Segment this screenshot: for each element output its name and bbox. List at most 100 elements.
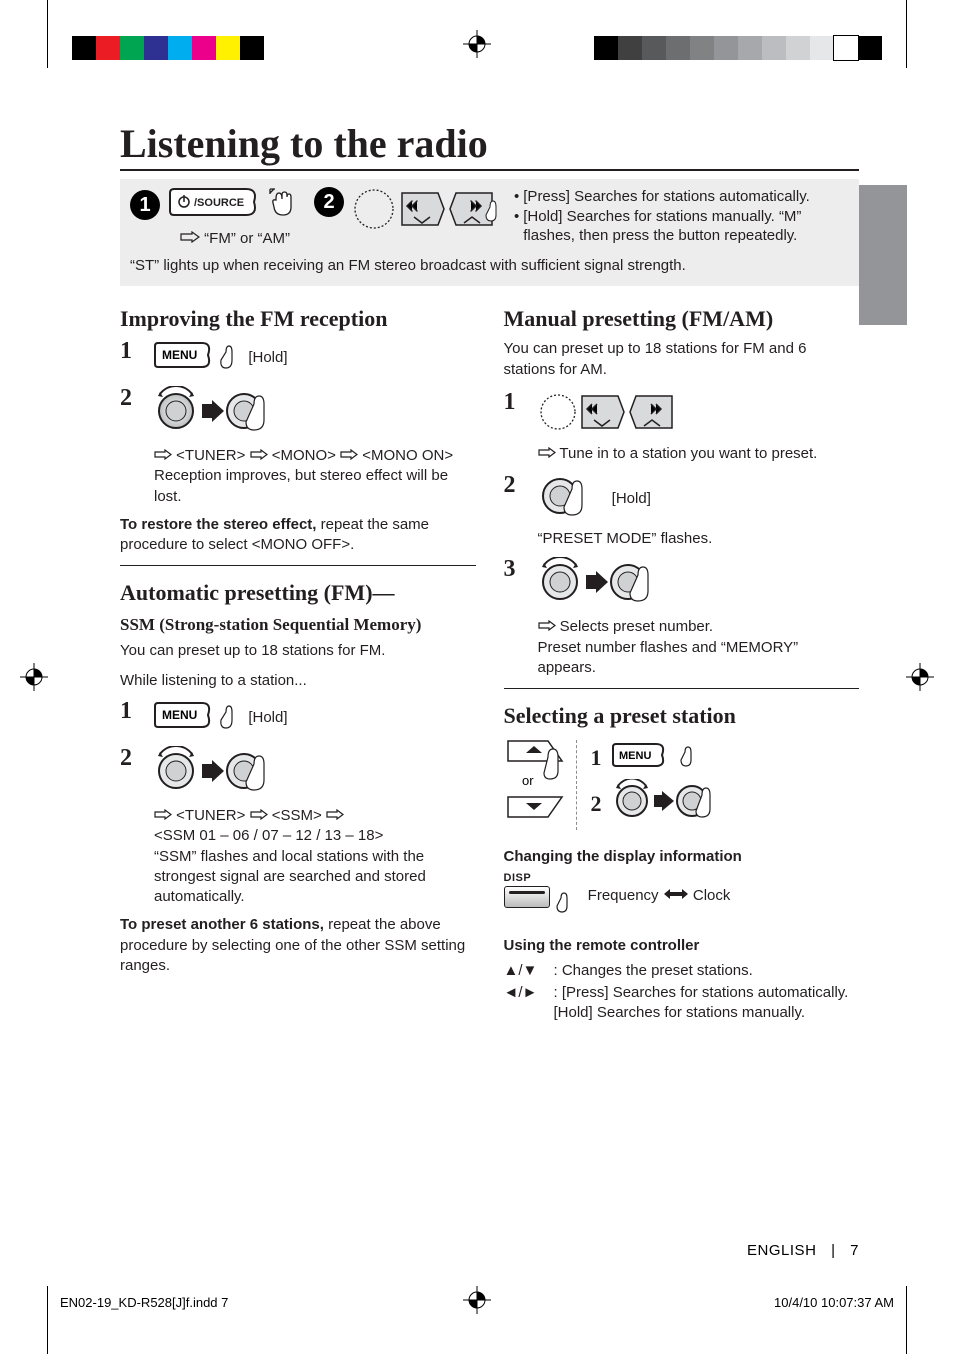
svg-text:/SOURCE: /SOURCE bbox=[194, 197, 244, 209]
preset-another-bold: To preset another 6 stations, bbox=[120, 916, 324, 933]
arrow-right-icon bbox=[538, 617, 556, 637]
heading-auto-preset: Automatic presetting (FM)— bbox=[120, 578, 476, 608]
color-bar-right bbox=[594, 36, 882, 60]
arrow-right-icon bbox=[180, 229, 200, 249]
ssm-note: “SSM” flashes and local stations with th… bbox=[154, 847, 476, 908]
svg-text:MENU: MENU bbox=[619, 750, 651, 762]
updown-buttons-icon: or bbox=[504, 737, 570, 833]
registration-mark-icon bbox=[906, 663, 934, 691]
press-hand-icon bbox=[218, 700, 244, 736]
ssm-range: <SSM 01 – 06 / 07 – 12 / 13 – 18> bbox=[154, 826, 476, 846]
arrow-right-icon bbox=[250, 446, 268, 466]
press-hand-icon bbox=[554, 888, 576, 920]
content: Listening to the radio 1 /SOURCE bbox=[120, 120, 859, 1025]
footer-language: ENGLISH bbox=[747, 1242, 816, 1259]
seek-buttons-icon bbox=[352, 187, 502, 237]
menu-button-icon: MENU bbox=[612, 741, 668, 775]
disp-label: DISP bbox=[504, 871, 576, 886]
page-footer: ENGLISH | 7 bbox=[747, 1242, 859, 1259]
step-number: 1 bbox=[504, 390, 524, 414]
rotate-press-knob-icon bbox=[612, 779, 722, 829]
arrow-right-icon bbox=[154, 446, 172, 466]
st-note: “ST” lights up when receiving an FM ster… bbox=[130, 256, 849, 276]
left-column: Improving the FM reception 1 MENU [Hold] bbox=[120, 304, 476, 1026]
step-number: 1 bbox=[120, 699, 140, 723]
double-arrow-icon bbox=[663, 886, 689, 906]
while-listening: While listening to a station... bbox=[120, 671, 476, 691]
svg-text:MENU: MENU bbox=[162, 348, 197, 362]
press-hand-icon bbox=[268, 187, 296, 223]
footer-page-number: 7 bbox=[850, 1242, 859, 1259]
press-hand-icon bbox=[218, 340, 244, 376]
svg-text:MENU: MENU bbox=[162, 708, 197, 722]
left-right-triangle-icon: ◄/► bbox=[504, 983, 548, 1003]
heading-manual-preset: Manual presetting (FM/AM) bbox=[504, 304, 860, 334]
divider bbox=[120, 565, 476, 566]
tune-instruction: Tune in to a station you want to preset. bbox=[559, 445, 817, 462]
imposition-timestamp: 10/4/10 10:07:37 AM bbox=[774, 1295, 894, 1310]
step-number: 2 bbox=[591, 789, 602, 819]
arrow-right-icon bbox=[538, 444, 556, 464]
hold-label: [Hold] bbox=[248, 350, 287, 367]
imposition-footer: EN02-19_KD-R528[J]f.indd 7 10/4/10 10:07… bbox=[60, 1295, 894, 1310]
step-number: 1 bbox=[591, 743, 602, 773]
remote-lr-hold: [Hold] Searches for stations manually. bbox=[554, 1004, 806, 1021]
rotate-press-knob-icon bbox=[538, 557, 658, 613]
menu-button-icon: MENU bbox=[154, 699, 214, 737]
hold-instruction: [Hold] Searches for stations manually. “… bbox=[523, 207, 849, 246]
press-instruction: [Press] Searches for stations automatica… bbox=[523, 187, 810, 207]
svg-text:or: or bbox=[522, 773, 534, 788]
crop-mark bbox=[47, 1286, 48, 1354]
crop-mark bbox=[47, 0, 48, 68]
step-badge-1: 1 bbox=[130, 190, 160, 220]
remote-updown-text: Changes the preset stations. bbox=[562, 962, 753, 979]
menu-path: <MONO> bbox=[272, 447, 340, 464]
section-tab bbox=[859, 185, 907, 325]
heading-improving-fm: Improving the FM reception bbox=[120, 304, 476, 334]
menu-path: <TUNER> bbox=[176, 447, 249, 464]
step-number: 3 bbox=[504, 557, 524, 581]
imposition-filename: EN02-19_KD-R528[J]f.indd 7 bbox=[60, 1295, 228, 1310]
fm-am-label: “FM” or “AM” bbox=[204, 230, 290, 247]
rotate-press-knob-icon bbox=[154, 386, 274, 442]
press-hand-icon bbox=[678, 742, 700, 774]
menu-path: <MONO ON> bbox=[362, 447, 453, 464]
arrow-right-icon bbox=[340, 446, 358, 466]
remote-heading: Using the remote controller bbox=[504, 936, 860, 956]
right-column: Manual presetting (FM/AM) You can preset… bbox=[504, 304, 860, 1026]
memory-note: Preset number flashes and “MEMORY” appea… bbox=[538, 638, 860, 679]
page-title: Listening to the radio bbox=[120, 120, 859, 171]
press-knob-icon bbox=[538, 473, 608, 525]
restore-stereo-bold: To restore the stereo effect, bbox=[120, 516, 316, 533]
select-preset-text: Selects preset number. bbox=[560, 618, 713, 635]
source-button-icon: /SOURCE bbox=[168, 187, 260, 223]
reception-note: Reception improves, but stereo effect wi… bbox=[154, 466, 476, 507]
step-number: 1 bbox=[120, 339, 140, 363]
rotate-press-knob-icon bbox=[154, 746, 274, 802]
menu-path: <SSM> bbox=[272, 807, 326, 824]
page: Listening to the radio 1 /SOURCE bbox=[0, 0, 954, 1354]
registration-mark-icon bbox=[20, 663, 48, 691]
changing-display-heading: Changing the display information bbox=[504, 847, 860, 867]
registration-mark-icon bbox=[463, 30, 491, 58]
remote-lr-press: [Press] Searches for stations automatica… bbox=[562, 984, 849, 1001]
arrow-right-icon bbox=[250, 806, 268, 826]
hold-label: [Hold] bbox=[612, 490, 651, 507]
arrow-right-icon bbox=[326, 806, 344, 826]
menu-path: <TUNER> bbox=[176, 807, 249, 824]
hold-label: [Hold] bbox=[248, 710, 287, 727]
ssm-subtitle: SSM (Strong-station Sequential Memory) bbox=[120, 614, 476, 637]
up-down-triangle-icon: ▲/▼ bbox=[504, 961, 548, 981]
manual-intro: You can preset up to 18 stations for FM … bbox=[504, 339, 860, 380]
bullet: • bbox=[514, 187, 519, 207]
menu-button-icon: MENU bbox=[154, 339, 214, 377]
crop-mark bbox=[906, 1286, 907, 1354]
arrow-right-icon bbox=[154, 806, 172, 826]
step-badge-2: 2 bbox=[314, 187, 344, 217]
preset-mode-flash: “PRESET MODE” flashes. bbox=[538, 529, 860, 549]
disp-button-icon bbox=[504, 886, 550, 908]
step-number: 2 bbox=[120, 746, 140, 770]
clock-label: Clock bbox=[693, 887, 731, 904]
seek-buttons-icon bbox=[538, 390, 688, 440]
step-number: 2 bbox=[504, 473, 524, 497]
